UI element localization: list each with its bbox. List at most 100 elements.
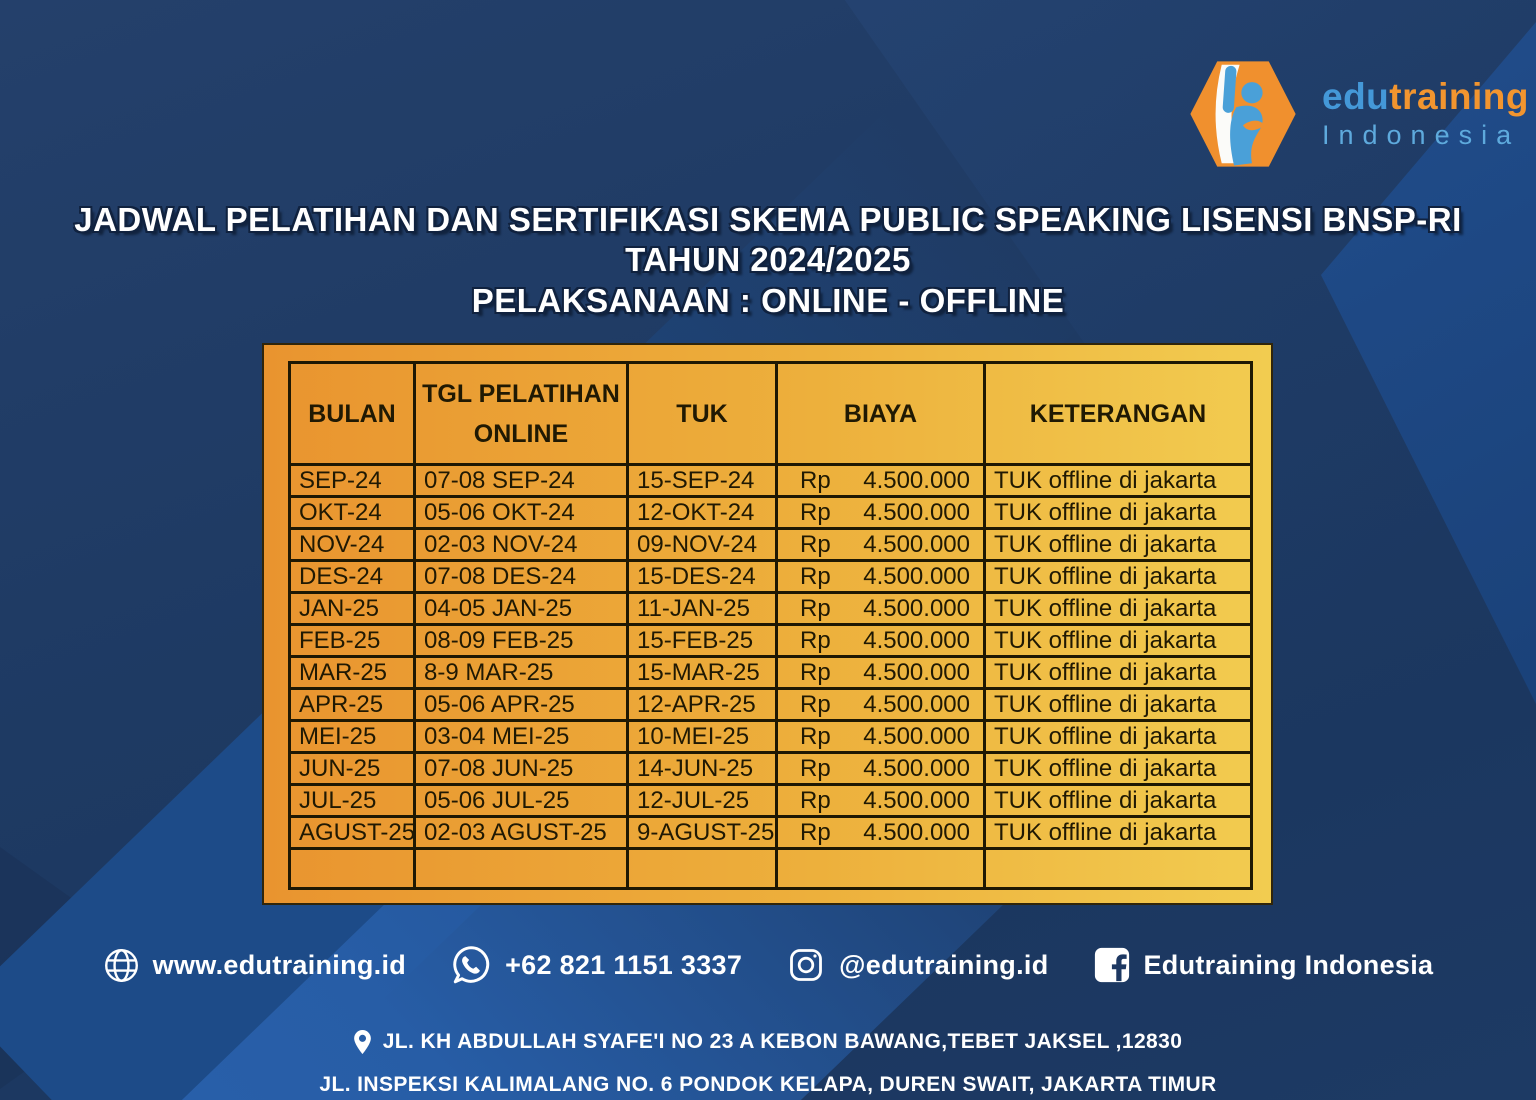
amount-value: 4.500.000 (863, 498, 970, 526)
facebook-icon (1094, 947, 1129, 983)
cell-tgl-pelatihan: 05-06 JUL-25 (413, 783, 629, 818)
currency-label: Rp (800, 498, 831, 526)
cell-tgl-pelatihan: 8-9 MAR-25 (413, 655, 629, 690)
amount-value: 4.500.000 (863, 690, 970, 718)
schedule-row: SEP-24 07-08 SEP-24 15-SEP-24 Rp 4.500.000 TU… (288, 463, 1253, 498)
cell-biaya: Rp 4.500.000 (775, 687, 986, 722)
cell-bulan: JUL-25 (288, 783, 416, 818)
schedule-row: AGUST-25 02-03 AGUST-25 9-AGUST-25 Rp 4.500.… (288, 815, 1253, 850)
cell-tuk: 9-AGUST-25 (626, 815, 778, 850)
cell-keterangan: TUK offline di jakarta (983, 495, 1253, 530)
website-link[interactable]: www.edutraining.id (103, 947, 406, 984)
cell-tuk: 15-DES-24 (626, 559, 778, 594)
currency-label: Rp (800, 786, 831, 814)
amount-value: 4.500.000 (863, 818, 970, 846)
title-line-1: JADWAL PELATIHAN DAN SERTIFIKASI SKEMA P… (74, 201, 1462, 238)
cell-biaya: Rp 4.500.000 (775, 463, 986, 498)
cell-empty (288, 847, 416, 890)
cell-keterangan: TUK offline di jakarta (983, 655, 1253, 690)
table-header-row: BULAN TGL PELATIHAN ONLINE TUK BIAYA KETERAN… (288, 361, 1253, 466)
cell-tuk: 15-SEP-24 (626, 463, 778, 498)
address-2-text: JL. INSPEKSI KALIMALANG NO. 6 PONDOK KEL… (319, 1073, 1217, 1096)
cell-keterangan: TUK offline di jakarta (983, 719, 1253, 754)
cell-biaya: Rp 4.500.000 (775, 559, 986, 594)
whatsapp-label: +62 821 1151 3337 (505, 949, 743, 980)
contact-row: www.edutraining.id +62 821 1151 3337 @ed… (0, 944, 1536, 986)
edutraining-logo: edutraining Indonesia (1180, 58, 1529, 170)
schedule-table: BULAN TGL PELATIHAN ONLINE TUK BIAYA KETERAN… (288, 361, 1253, 890)
facebook-link[interactable]: Edutraining Indonesia (1093, 946, 1434, 984)
cell-biaya: Rp 4.500.000 (775, 751, 986, 786)
logo-hexagon-icon (1190, 61, 1296, 167)
schedule-row: MEI-25 03-04 MEI-25 10-MEI-25 Rp 4.500.000 TU… (288, 719, 1253, 754)
cell-tgl-pelatihan: 07-08 JUN-25 (413, 751, 629, 786)
cell-bulan: FEB-25 (288, 623, 416, 658)
cell-empty (983, 847, 1253, 890)
amount-value: 4.500.000 (863, 626, 970, 654)
cell-keterangan: TUK offline di jakarta (983, 463, 1253, 498)
cell-tgl-pelatihan: 05-06 OKT-24 (413, 495, 629, 530)
cell-keterangan: TUK offline di jakarta (983, 751, 1253, 786)
currency-label: Rp (800, 690, 831, 718)
schedule-row: APR-25 05-06 APR-25 12-APR-25 Rp 4.500.000 TU… (288, 687, 1253, 722)
amount-value: 4.500.000 (863, 562, 970, 590)
cell-bulan: MAR-25 (288, 655, 416, 690)
cell-biaya: Rp 4.500.000 (775, 623, 986, 658)
currency-label: Rp (800, 818, 831, 846)
instagram-label: @edutraining.id (839, 949, 1049, 980)
currency-label: Rp (800, 754, 831, 782)
cell-biaya: Rp 4.500.000 (775, 591, 986, 626)
cell-biaya: Rp 4.500.000 (775, 719, 986, 754)
map-pin-icon (353, 1030, 371, 1054)
column-header: BULAN (288, 361, 416, 466)
cell-keterangan: TUK offline di jakarta (983, 687, 1253, 722)
cell-empty (413, 847, 629, 890)
address-line-1: JL. KH ABDULLAH SYAFE'I NO 23 A KEBON BA… (0, 1030, 1536, 1054)
amount-value: 4.500.000 (863, 722, 970, 750)
amount-value: 4.500.000 (863, 754, 970, 782)
cell-empty (775, 847, 986, 890)
cell-bulan: NOV-24 (288, 527, 416, 562)
cell-keterangan: TUK offline di jakarta (983, 623, 1253, 658)
instagram-icon (790, 949, 823, 981)
schedule-row: FEB-25 08-09 FEB-25 15-FEB-25 Rp 4.500.000 TU… (288, 623, 1253, 658)
column-header: TUK (626, 361, 778, 466)
schedule-row: NOV-24 02-03 NOV-24 09-NOV-24 Rp 4.500.000 TU… (288, 527, 1253, 562)
logo-country: Indonesia (1322, 120, 1521, 151)
cell-tuk: 10-MEI-25 (626, 719, 778, 754)
column-header: BIAYA (775, 361, 986, 466)
cell-keterangan: TUK offline di jakarta (983, 815, 1253, 850)
cell-bulan: DES-24 (288, 559, 416, 594)
cell-tgl-pelatihan: 02-03 NOV-24 (413, 527, 629, 562)
cell-biaya: Rp 4.500.000 (775, 527, 986, 562)
cell-bulan: APR-25 (288, 687, 416, 722)
address-block: JL. KH ABDULLAH SYAFE'I NO 23 A KEBON BA… (0, 1030, 1536, 1100)
cell-biaya: Rp 4.500.000 (775, 815, 986, 850)
cell-biaya: Rp 4.500.000 (775, 783, 986, 818)
cell-biaya: Rp 4.500.000 (775, 655, 986, 690)
instagram-link[interactable]: @edutraining.id (786, 945, 1048, 985)
cell-tgl-pelatihan: 02-03 AGUST-25 (413, 815, 629, 850)
cell-bulan: OKT-24 (288, 495, 416, 530)
logo-word-training: training (1389, 76, 1529, 118)
whatsapp-link[interactable]: +62 821 1151 3337 (450, 944, 742, 986)
amount-value: 4.500.000 (863, 786, 970, 814)
amount-value: 4.500.000 (863, 466, 970, 494)
schedule-row: JUN-25 07-08 JUN-25 14-JUN-25 Rp 4.500.000 TU… (288, 751, 1253, 786)
schedule-row: MAR-25 8-9 MAR-25 15-MAR-25 Rp 4.500.000 TUK … (288, 655, 1253, 690)
cell-tgl-pelatihan: 07-08 SEP-24 (413, 463, 629, 498)
cell-tuk: 12-OKT-24 (626, 495, 778, 530)
schedule-table-frame: BULAN TGL PELATIHAN ONLINE TUK BIAYA KETERAN… (262, 343, 1273, 905)
currency-label: Rp (800, 594, 831, 622)
cell-bulan: JAN-25 (288, 591, 416, 626)
cell-tgl-pelatihan: 04-05 JAN-25 (413, 591, 629, 626)
logo-wordmark: edutraining (1322, 76, 1529, 118)
currency-label: Rp (800, 722, 831, 750)
schedule-row-empty (288, 847, 1253, 890)
currency-label: Rp (800, 562, 831, 590)
address-line-2: JL. INSPEKSI KALIMALANG NO. 6 PONDOK KEL… (0, 1073, 1536, 1097)
cell-tuk: 14-JUN-25 (626, 751, 778, 786)
cell-keterangan: TUK offline di jakarta (983, 527, 1253, 562)
cell-tuk: 09-NOV-24 (626, 527, 778, 562)
